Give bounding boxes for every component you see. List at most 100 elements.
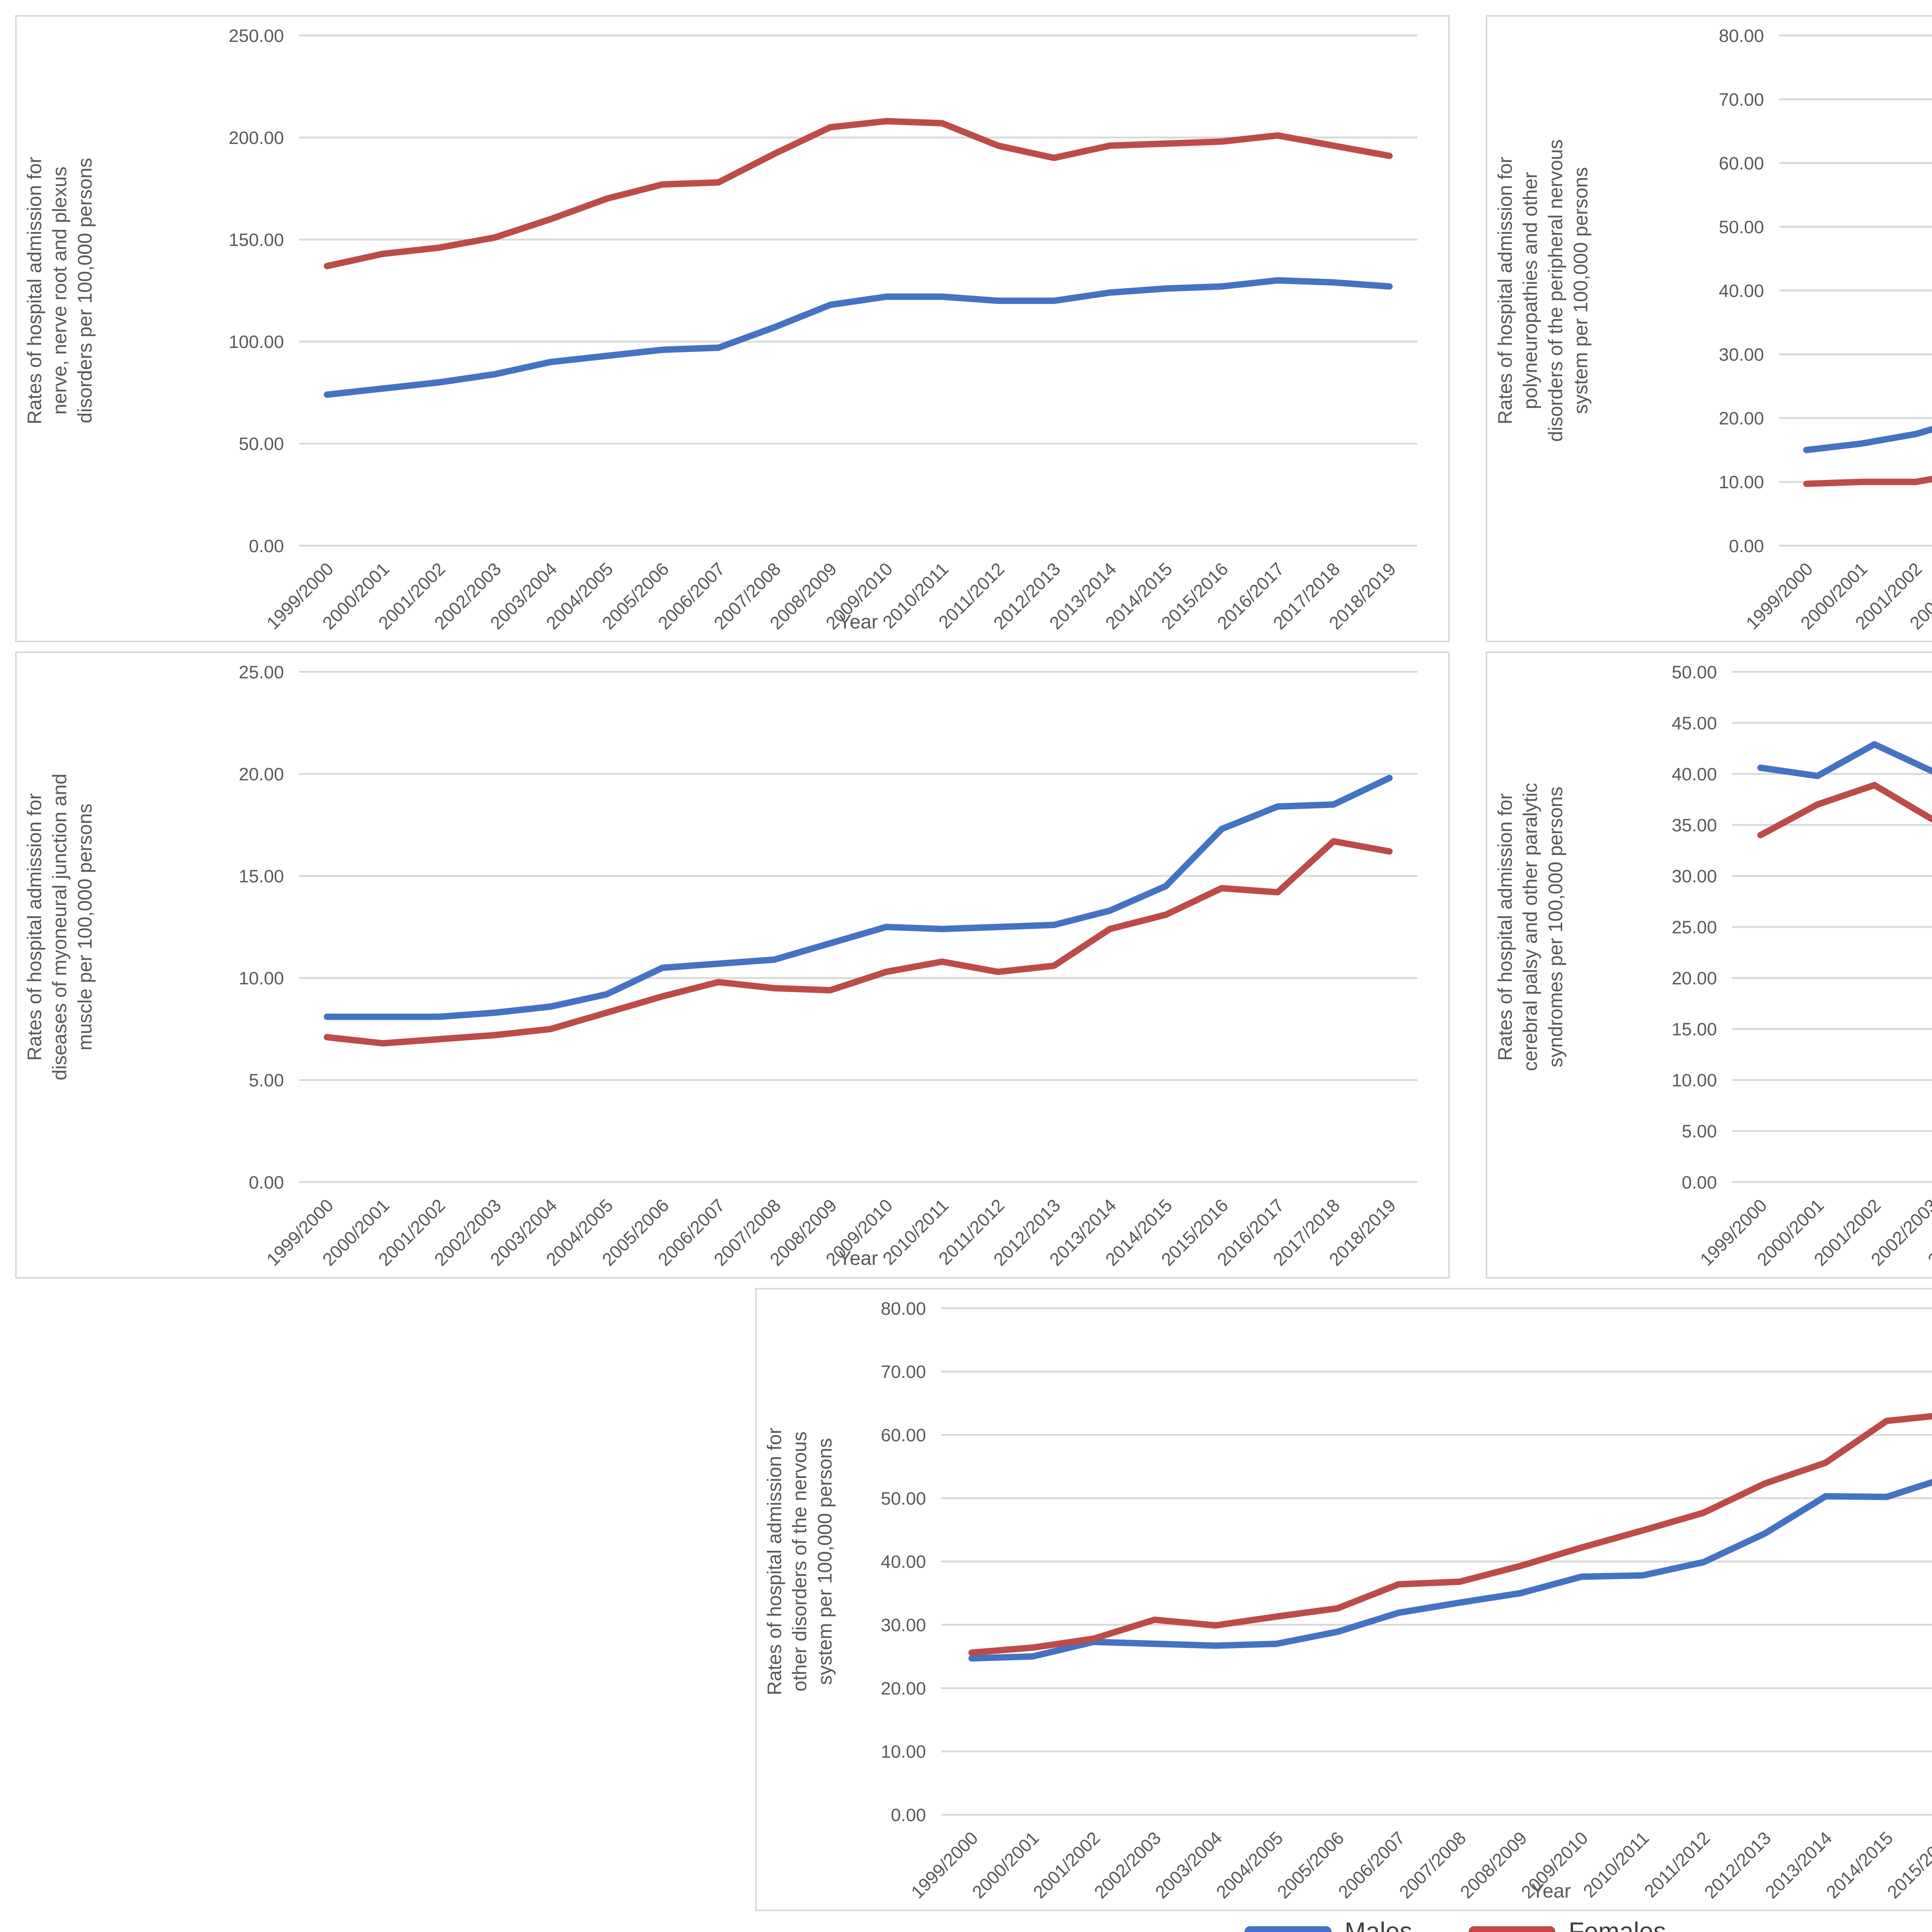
y-tick-label: 20.00 xyxy=(881,1678,926,1698)
chart-panel-other-disorders: 0.00 10.00 20.00 30.00 40.00 50.00 60.00 70.00 8… xyxy=(755,1287,1932,1911)
legend-label-males: Males xyxy=(1344,1917,1413,1932)
x-tick-label: 2004/2005 xyxy=(1212,1828,1287,1902)
x-tick-label: 2007/2008 xyxy=(1395,1828,1470,1902)
y-tick-label: 50.00 xyxy=(1672,662,1717,682)
y-axis-title-line: muscle per 100,000 persons xyxy=(74,803,96,1050)
y-tick-label: 45.00 xyxy=(1672,713,1717,733)
x-axis-title: Year xyxy=(838,611,878,633)
x-tick-label: 2014/2015 xyxy=(1822,1828,1897,1902)
y-tick-label: 40.00 xyxy=(881,1552,926,1572)
y-tick-label: 0.00 xyxy=(891,1805,926,1825)
x-tick-label: 2006/2007 xyxy=(1334,1828,1409,1902)
y-tick-label: 20.00 xyxy=(1672,968,1717,988)
x-tick-label: 2003/2004 xyxy=(1151,1828,1226,1902)
series-line-males xyxy=(968,1479,1932,1662)
y-tick-label: 50.00 xyxy=(1719,217,1764,237)
y-tick-label: 30.00 xyxy=(881,1615,926,1635)
series-line-males xyxy=(1803,426,1932,453)
y-tick-label: 0.00 xyxy=(1729,536,1764,556)
y-tick-label: 0.00 xyxy=(249,536,284,556)
males-line-swatch xyxy=(1245,1926,1332,1932)
y-axis-title-line: Rates of hospital admission for xyxy=(23,156,45,424)
line-chart-polyneuropathies: 0.00 10.00 20.00 30.00 40.00 50.00 60.00 70.00 8… xyxy=(1494,26,1932,633)
y-axis-title-line: Rates of hospital admission for xyxy=(763,1428,785,1696)
y-tick-label: 50.00 xyxy=(239,434,284,454)
x-tick-label: 2005/2006 xyxy=(1273,1828,1348,1902)
x-tick-label: 2013/2014 xyxy=(1761,1828,1836,1902)
y-axis-title-line: other disorders of the nervous xyxy=(789,1432,811,1692)
y-tick-label: 10.00 xyxy=(239,968,284,988)
y-tick-label: 5.00 xyxy=(249,1070,284,1090)
line-chart-myoneural-junction: 0.00 5.00 10.00 15.00 20.00 25.00 Rates of hos… xyxy=(23,662,1418,1270)
y-axis-title-line: polyneuropathies and other xyxy=(1519,172,1541,409)
y-tick-label: 30.00 xyxy=(1719,345,1764,365)
legend-label-females: Females xyxy=(1568,1917,1666,1932)
y-tick-label: 10.00 xyxy=(1719,472,1764,492)
y-tick-label: 15.00 xyxy=(1672,1019,1717,1039)
x-tick-label: 2010/2011 xyxy=(1579,1828,1653,1901)
y-tick-label: 250.00 xyxy=(229,26,284,46)
y-axis-title-line: syndromes per 100,000 persons xyxy=(1544,787,1566,1068)
x-tick-label: 2000/2001 xyxy=(968,1828,1043,1902)
chart-panel-cerebral-palsy: 0.00 5.00 10.00 15.00 20.00 25.00 30.00 35.00 40… xyxy=(1485,651,1932,1279)
y-tick-label: 200.00 xyxy=(229,128,284,148)
y-axis-title-line: nerve, nerve root and plexus xyxy=(49,167,71,415)
y-axis-title-line: cerebral palsy and other paralytic xyxy=(1519,783,1541,1071)
chart-panel-polyneuropathies: 0.00 10.00 20.00 30.00 40.00 50.00 60.00 70.00 8… xyxy=(1485,15,1932,642)
line-chart-cerebral-palsy: 0.00 5.00 10.00 15.00 20.00 25.00 30.00 35.00 40… xyxy=(1494,662,1932,1270)
y-tick-label: 25.00 xyxy=(239,662,284,682)
legend: Males Females xyxy=(0,1917,1932,1932)
x-tick-label: 2012/2013 xyxy=(1700,1828,1775,1902)
y-tick-label: 70.00 xyxy=(881,1362,926,1382)
line-chart-other-disorders: 0.00 10.00 20.00 30.00 40.00 50.00 60.00 70.00 8… xyxy=(763,1298,1932,1902)
y-tick-label: 60.00 xyxy=(1719,153,1764,173)
y-tick-label: 5.00 xyxy=(1682,1121,1717,1141)
y-axis-title-line: system per 100,000 persons xyxy=(814,1438,836,1685)
y-tick-label: 35.00 xyxy=(1672,815,1717,835)
series-line-males xyxy=(323,775,1393,1020)
y-tick-label: 10.00 xyxy=(1672,1070,1717,1090)
y-tick-label: 30.00 xyxy=(1672,866,1717,886)
y-tick-label: 20.00 xyxy=(1719,408,1764,429)
y-tick-label: 25.00 xyxy=(1672,917,1717,937)
legend-item-females: Females xyxy=(1469,1917,1666,1932)
y-axis-title-line: disorders per 100,000 persons xyxy=(74,158,96,423)
y-axis-title-line: system per 100,000 persons xyxy=(1570,167,1592,414)
y-tick-label: 40.00 xyxy=(1672,764,1717,784)
y-axis-title-line: diseases of myoneural junction and xyxy=(49,774,71,1080)
x-tick-label: 2001/2002 xyxy=(1029,1828,1104,1902)
line-chart-nerve-root-plexus: 0.00 50.00 100.00 150.00 200.00 250.00 Rates o… xyxy=(23,26,1418,633)
series-line-females xyxy=(323,118,1393,269)
y-tick-label: 80.00 xyxy=(881,1298,926,1318)
series-line-males xyxy=(1757,741,1932,779)
series-line-females xyxy=(968,1413,1932,1656)
series-line-males xyxy=(323,277,1393,398)
y-axis-title-line: Rates of hospital admission for xyxy=(1494,793,1516,1061)
x-axis-title: Year xyxy=(1531,1880,1571,1902)
y-tick-label: 40.00 xyxy=(1719,281,1764,301)
legend-item-males: Males xyxy=(1245,1917,1412,1932)
y-axis-title-line: Rates of hospital admission for xyxy=(1494,156,1516,424)
y-tick-label: 0.00 xyxy=(1682,1172,1717,1192)
y-tick-label: 150.00 xyxy=(229,230,284,250)
y-axis-title-line: disorders of the peripheral nervous xyxy=(1544,139,1566,442)
series-line-females xyxy=(323,838,1393,1047)
y-tick-label: 50.00 xyxy=(881,1488,926,1509)
y-tick-label: 100.00 xyxy=(229,332,284,352)
y-axis-title-line: Rates of hospital admission for xyxy=(23,793,45,1061)
y-tick-label: 80.00 xyxy=(1719,26,1764,46)
y-tick-label: 15.00 xyxy=(239,866,284,886)
series-line-females xyxy=(1757,782,1932,838)
x-tick-label: 2008/2009 xyxy=(1456,1828,1531,1902)
y-tick-label: 0.00 xyxy=(249,1172,284,1192)
chart-panel-nerve-root-plexus: 0.00 50.00 100.00 150.00 200.00 250.00 Rates o… xyxy=(15,15,1450,642)
females-line-swatch xyxy=(1469,1926,1556,1932)
series-line-females xyxy=(1803,476,1932,487)
y-tick-label: 70.00 xyxy=(1719,89,1764,109)
x-tick-label: 1999/2000 xyxy=(907,1828,982,1902)
chart-panel-myoneural-junction: 0.00 5.00 10.00 15.00 20.00 25.00 Rates of hos… xyxy=(15,651,1450,1279)
y-tick-label: 20.00 xyxy=(239,764,284,784)
x-axis-title: Year xyxy=(838,1247,878,1269)
y-tick-label: 10.00 xyxy=(881,1742,926,1762)
